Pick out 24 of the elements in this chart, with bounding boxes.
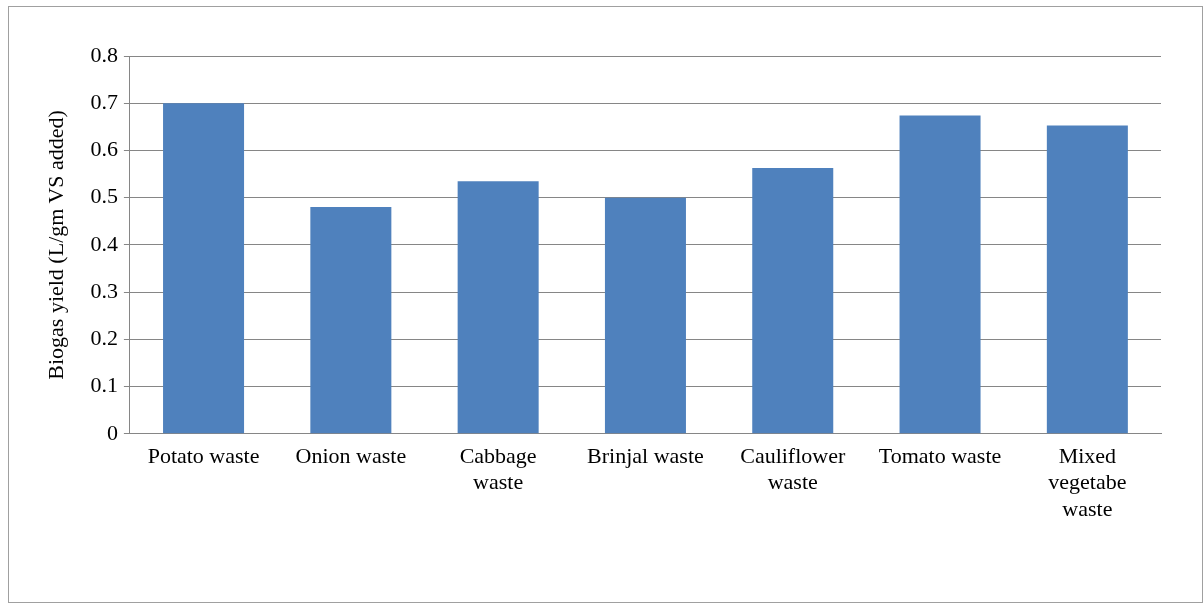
x-tick-label: Onion waste — [295, 442, 407, 468]
x-tick-label: Cauliflower waste — [740, 442, 846, 495]
x-tick-label: Potato waste — [147, 442, 260, 468]
bar — [163, 103, 245, 434]
y-tick-label: 0.6 — [90, 136, 118, 162]
bar — [604, 197, 686, 434]
y-tick-label: 0.5 — [90, 183, 118, 209]
bar — [752, 167, 834, 434]
y-tick-label: 0.8 — [90, 41, 118, 67]
bar — [457, 181, 539, 434]
y-axis-title: Biogas yield (L/gm VS added) — [42, 110, 68, 380]
x-tick-label: Cabbage waste — [459, 442, 537, 495]
y-tick-label: 0 — [106, 419, 118, 445]
y-tick-label: 0.1 — [90, 372, 118, 398]
bar — [899, 115, 981, 434]
x-tick-label: Mixed vegetabe waste — [1048, 442, 1127, 521]
bar — [310, 207, 392, 434]
y-tick-label: 0.3 — [90, 277, 118, 303]
x-tick-label: Brinjal waste — [587, 442, 704, 468]
y-tick-label: 0.2 — [90, 325, 118, 351]
y-tick-label: 0.7 — [90, 89, 118, 115]
bar — [1046, 125, 1128, 434]
y-tick-label: 0.4 — [90, 230, 118, 256]
x-tick-label: Tomato waste — [878, 442, 1002, 468]
